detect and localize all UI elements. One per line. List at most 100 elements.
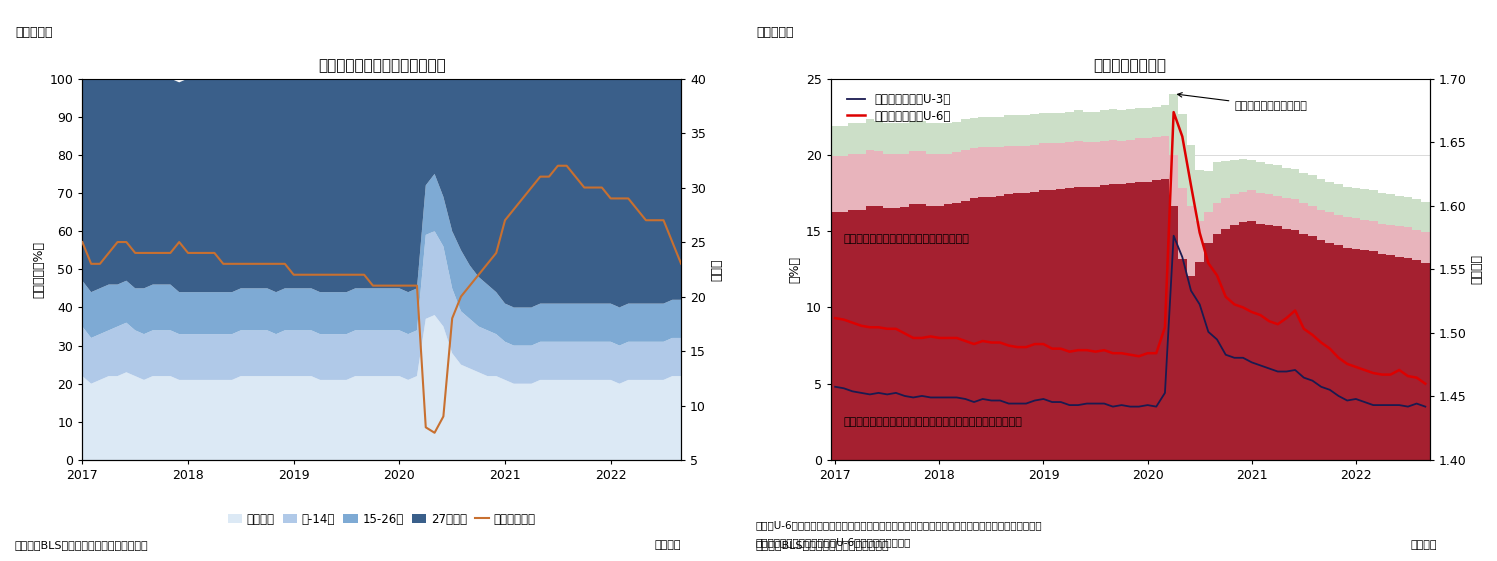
- Bar: [1386, 225, 1395, 255]
- Bar: [1109, 184, 1117, 460]
- Bar: [1325, 242, 1334, 460]
- Text: 周辺労働力人口（右軸）: 周辺労働力人口（右軸）: [1178, 93, 1307, 111]
- Bar: [1066, 142, 1073, 188]
- Bar: [1204, 171, 1213, 212]
- Bar: [979, 147, 987, 197]
- Bar: [1109, 140, 1117, 184]
- Bar: [1352, 218, 1361, 249]
- Bar: [1334, 215, 1343, 245]
- Bar: [849, 209, 856, 460]
- Bar: [1030, 114, 1039, 145]
- Bar: [1308, 175, 1317, 206]
- Bar: [952, 203, 961, 460]
- Bar: [1395, 256, 1404, 460]
- Bar: [1151, 180, 1160, 460]
- Text: 周辺労働力は失業率（U-6）より逆算して推計: 周辺労働力は失業率（U-6）より逆算して推計: [756, 537, 912, 547]
- Bar: [1421, 202, 1430, 232]
- Bar: [1057, 113, 1066, 144]
- Bar: [918, 151, 927, 204]
- Bar: [1404, 227, 1412, 258]
- Text: （月次）: （月次）: [1410, 540, 1437, 550]
- Bar: [1274, 165, 1281, 196]
- Bar: [961, 150, 970, 201]
- Bar: [987, 147, 996, 197]
- Bar: [874, 206, 883, 460]
- Bar: [1030, 192, 1039, 460]
- Bar: [1091, 142, 1100, 187]
- Text: 経済的理由によるパートタイマー（右軸）: 経済的理由によるパートタイマー（右軸）: [844, 234, 970, 244]
- Bar: [1256, 193, 1265, 223]
- Bar: [927, 123, 936, 154]
- Bar: [943, 154, 952, 204]
- Bar: [1066, 112, 1073, 142]
- Title: 広義失業率の推移: 広義失業率の推移: [1094, 58, 1166, 73]
- Bar: [918, 204, 927, 460]
- Legend: 通常の失業率（U-3）, 広義の失業率（U-6）: 通常の失業率（U-3）, 広義の失業率（U-6）: [843, 88, 955, 127]
- Bar: [1100, 111, 1109, 141]
- Bar: [1290, 169, 1299, 199]
- Bar: [909, 121, 918, 151]
- Text: （図表７）: （図表７）: [15, 26, 52, 39]
- Bar: [856, 209, 865, 460]
- Bar: [1117, 184, 1126, 460]
- Bar: [909, 204, 918, 460]
- Bar: [1404, 258, 1412, 460]
- Bar: [1421, 263, 1430, 460]
- Bar: [856, 123, 865, 154]
- Bar: [1144, 182, 1151, 460]
- Bar: [1057, 144, 1066, 189]
- Bar: [1187, 145, 1195, 206]
- Bar: [1039, 190, 1048, 460]
- Bar: [865, 150, 874, 206]
- Bar: [1299, 203, 1308, 234]
- Bar: [1030, 145, 1039, 192]
- Bar: [927, 154, 936, 206]
- Bar: [1022, 146, 1030, 193]
- Bar: [1412, 199, 1421, 230]
- Bar: [840, 126, 849, 156]
- Bar: [1361, 189, 1368, 220]
- Bar: [1281, 198, 1290, 228]
- Bar: [1274, 196, 1281, 226]
- Bar: [1361, 250, 1368, 460]
- Bar: [1195, 170, 1204, 221]
- Bar: [1256, 223, 1265, 460]
- Text: 労働力人口（経済的理由によるパートタイマー除く、右軸）: 労働力人口（経済的理由によるパートタイマー除く、右軸）: [844, 417, 1022, 427]
- Bar: [1126, 183, 1135, 460]
- Bar: [1238, 159, 1247, 192]
- Bar: [1160, 179, 1169, 460]
- Bar: [865, 119, 874, 150]
- Bar: [1377, 254, 1386, 460]
- Bar: [996, 147, 1004, 196]
- Bar: [1117, 141, 1126, 184]
- Bar: [1135, 139, 1144, 182]
- Bar: [1117, 111, 1126, 141]
- Bar: [892, 123, 900, 154]
- Bar: [849, 154, 856, 209]
- Bar: [1004, 116, 1013, 146]
- Bar: [1004, 146, 1013, 194]
- Bar: [1195, 261, 1204, 460]
- Bar: [1325, 182, 1334, 212]
- Bar: [1082, 142, 1091, 187]
- Bar: [1247, 190, 1256, 221]
- Text: （注）U-6＝（失業者＋周辺労働力＋経済的理由によるパートタイマー）／（労働力＋周辺労働力）: （注）U-6＝（失業者＋周辺労働力＋経済的理由によるパートタイマー）／（労働力＋…: [756, 520, 1042, 530]
- Bar: [1213, 203, 1222, 234]
- Bar: [1368, 190, 1377, 221]
- Bar: [952, 122, 961, 152]
- Bar: [892, 208, 900, 460]
- Bar: [970, 198, 979, 460]
- Bar: [1135, 182, 1144, 460]
- Bar: [900, 154, 909, 207]
- Bar: [1299, 234, 1308, 460]
- Bar: [1213, 163, 1222, 203]
- Bar: [927, 206, 936, 460]
- Bar: [883, 154, 892, 208]
- Y-axis label: （週）: （週）: [710, 258, 723, 280]
- Bar: [831, 212, 840, 460]
- Bar: [1144, 108, 1151, 139]
- Bar: [1238, 222, 1247, 460]
- Bar: [1013, 116, 1022, 146]
- Bar: [1256, 163, 1265, 193]
- Bar: [1082, 187, 1091, 460]
